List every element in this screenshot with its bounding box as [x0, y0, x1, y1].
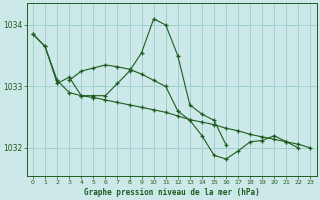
X-axis label: Graphe pression niveau de la mer (hPa): Graphe pression niveau de la mer (hPa): [84, 188, 260, 197]
